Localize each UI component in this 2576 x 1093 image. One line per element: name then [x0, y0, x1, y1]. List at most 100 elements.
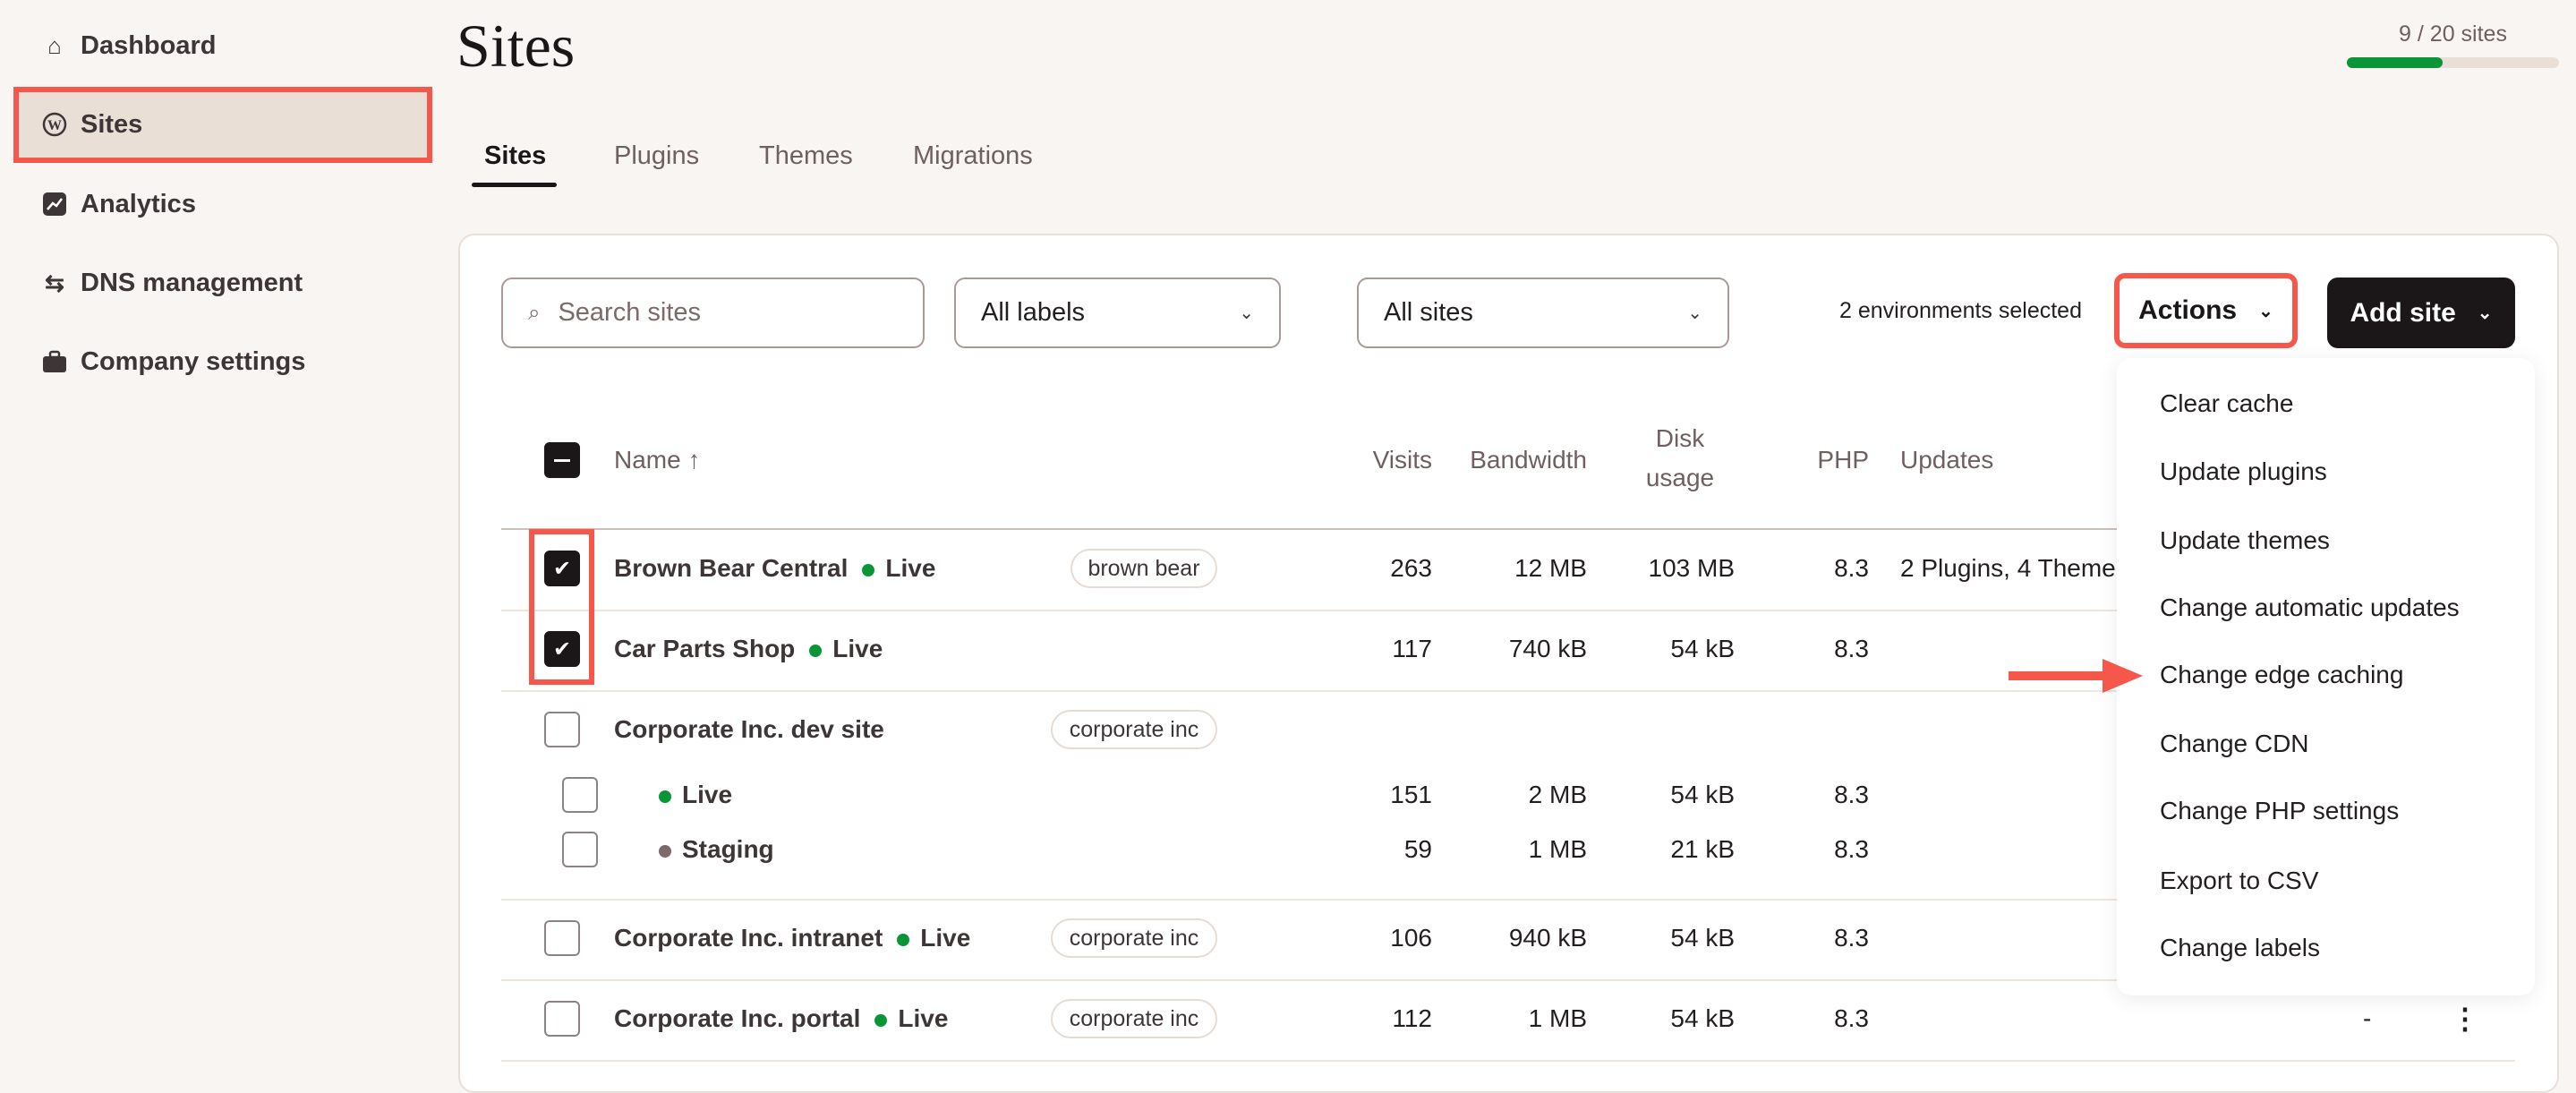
- site-label-badge[interactable]: brown bear: [1070, 549, 1217, 588]
- status-dot-icon: [809, 644, 823, 657]
- sidebar-item-label: Dashboard: [81, 30, 217, 60]
- site-label-badge[interactable]: corporate inc: [1051, 918, 1217, 958]
- site-name: Brown Bear Central: [614, 554, 849, 582]
- more-options-icon[interactable]: ⋮: [2451, 1003, 2479, 1035]
- menu-item[interactable]: Change CDN: [2160, 730, 2309, 757]
- labels-filter-select[interactable]: All labels ⌄: [954, 278, 1281, 348]
- site-name-link[interactable]: Corporate Inc. dev site: [614, 715, 884, 744]
- site-name: Corporate Inc. dev site: [614, 715, 884, 743]
- site-name-link[interactable]: Corporate Inc. portal Live: [614, 1004, 948, 1033]
- column-header-visits[interactable]: Visits: [1372, 446, 1432, 474]
- labels-filter-value: All labels: [981, 298, 1086, 327]
- site-label-badge[interactable]: corporate inc: [1051, 710, 1217, 749]
- tab-migrations[interactable]: Migrations: [913, 141, 1033, 170]
- row-divider: [501, 899, 2515, 901]
- tab-themes[interactable]: Themes: [759, 141, 853, 170]
- menu-item[interactable]: Change automatic updates: [2160, 593, 2460, 621]
- menu-item[interactable]: Clear cache: [2160, 389, 2294, 417]
- php-cell: 8.3: [1834, 1004, 1869, 1032]
- column-header-name[interactable]: Name ↑: [614, 446, 701, 474]
- divider: [501, 528, 2515, 530]
- status-dot-icon: [862, 563, 875, 576]
- site-name-link[interactable]: Brown Bear Central Live: [614, 554, 935, 583]
- select-all-checkbox[interactable]: [544, 442, 580, 478]
- site-name: Corporate Inc. portal: [614, 1004, 861, 1032]
- menu-item[interactable]: Change edge caching: [2160, 661, 2404, 688]
- actions-menu: Clear cache Update plugins Update themes Ch…: [2117, 358, 2535, 995]
- site-usage-fill: [2347, 57, 2443, 68]
- menu-item[interactable]: Export to CSV: [2160, 867, 2319, 894]
- updates-cell: -: [2363, 1004, 2372, 1032]
- row-checkbox[interactable]: [544, 1001, 580, 1037]
- chevron-down-icon: ⌄: [2258, 301, 2273, 321]
- actions-label: Actions: [2138, 295, 2238, 325]
- menu-item[interactable]: Update plugins: [2160, 457, 2327, 485]
- row-checkbox[interactable]: ✔: [544, 551, 580, 586]
- visits-cell: 59: [1403, 835, 1432, 863]
- row-checkbox[interactable]: [544, 920, 580, 956]
- site-name: Car Parts Shop: [614, 635, 796, 662]
- visits-cell: 112: [1392, 1004, 1432, 1032]
- site-usage-bar: [2347, 57, 2559, 68]
- chevron-down-icon: ⌄: [1687, 303, 1702, 323]
- row-checkbox[interactable]: [544, 712, 580, 747]
- disk-usage-cell: 54 kB: [1670, 781, 1735, 808]
- tab-plugins[interactable]: Plugins: [614, 141, 700, 170]
- search-input[interactable]: ⌕ Search sites: [501, 278, 925, 348]
- visits-cell: 151: [1390, 781, 1432, 808]
- sidebar-item-dns-management[interactable]: ⇆ DNS management: [41, 260, 303, 305]
- sites-filter-select[interactable]: All sites ⌄: [1357, 278, 1729, 348]
- bandwidth-cell: 740 kB: [1508, 635, 1587, 662]
- status-label: Live: [898, 1004, 949, 1032]
- sidebar-item-dashboard[interactable]: ⌂ Dashboard: [41, 23, 216, 68]
- sidebar-item-analytics[interactable]: Analytics: [41, 182, 196, 226]
- row-checkbox[interactable]: ✔: [544, 631, 580, 667]
- column-header-updates[interactable]: Updates: [1900, 446, 1994, 474]
- add-site-button[interactable]: Add site ⌄: [2327, 278, 2515, 348]
- environment-link[interactable]: Live: [644, 781, 732, 809]
- row-divider: [501, 610, 2515, 611]
- column-header-disk-usage[interactable]: usage: [1645, 464, 1715, 491]
- sidebar-item-label: Sites: [81, 109, 143, 139]
- arrow-annotation-icon: [2009, 659, 2143, 693]
- chevron-down-icon: ⌄: [2477, 303, 2493, 323]
- selection-count: 2 environments selected: [1839, 298, 2082, 323]
- menu-item[interactable]: Update themes: [2160, 526, 2330, 554]
- php-cell: 8.3: [1834, 835, 1869, 863]
- php-cell: 8.3: [1834, 554, 1869, 582]
- environment-checkbox[interactable]: [562, 832, 598, 867]
- menu-item[interactable]: Change labels: [2160, 934, 2321, 961]
- sidebar-item-label: Company settings: [81, 346, 306, 376]
- add-site-label: Add site: [2350, 297, 2456, 328]
- status-dot-icon: [659, 790, 671, 803]
- active-tab-indicator: [472, 183, 557, 187]
- column-header-disk[interactable]: Disk: [1655, 424, 1705, 452]
- briefcase-icon: [41, 348, 68, 375]
- site-usage-label: 9 / 20 sites: [2399, 21, 2507, 47]
- home-icon: ⌂: [47, 31, 62, 59]
- environment-link[interactable]: Staging: [644, 835, 774, 864]
- tab-sites[interactable]: Sites: [484, 141, 547, 170]
- site-label-badge[interactable]: corporate inc: [1051, 999, 1217, 1038]
- site-name-link[interactable]: Corporate Inc. intranet Live: [614, 924, 970, 952]
- menu-item[interactable]: Change PHP settings: [2160, 797, 2400, 824]
- visits-cell: 106: [1390, 924, 1432, 952]
- sidebar-item-sites[interactable]: W Sites: [41, 102, 142, 147]
- disk-usage-cell: 54 kB: [1670, 924, 1735, 952]
- site-name-link[interactable]: Car Parts Shop Live: [614, 635, 883, 663]
- bandwidth-cell: 12 MB: [1514, 554, 1587, 582]
- environment-checkbox[interactable]: [562, 777, 598, 813]
- site-name: Corporate Inc. intranet: [614, 924, 883, 952]
- updates-cell: 2 Plugins, 4 Theme: [1900, 554, 2116, 582]
- analytics-icon: [41, 191, 68, 218]
- column-header-php[interactable]: PHP: [1817, 446, 1869, 474]
- highlight-box-checkboxes: [529, 529, 594, 685]
- bandwidth-cell: 940 kB: [1508, 924, 1587, 952]
- row-divider: [501, 1060, 2515, 1062]
- sidebar-item-label: DNS management: [81, 268, 303, 297]
- actions-button[interactable]: Actions ⌄: [2114, 273, 2298, 348]
- sidebar-item-label: Analytics: [81, 189, 196, 218]
- svg-text:W: W: [47, 118, 62, 133]
- sidebar-item-company-settings[interactable]: Company settings: [41, 339, 305, 384]
- column-header-bandwidth[interactable]: Bandwidth: [1470, 446, 1587, 474]
